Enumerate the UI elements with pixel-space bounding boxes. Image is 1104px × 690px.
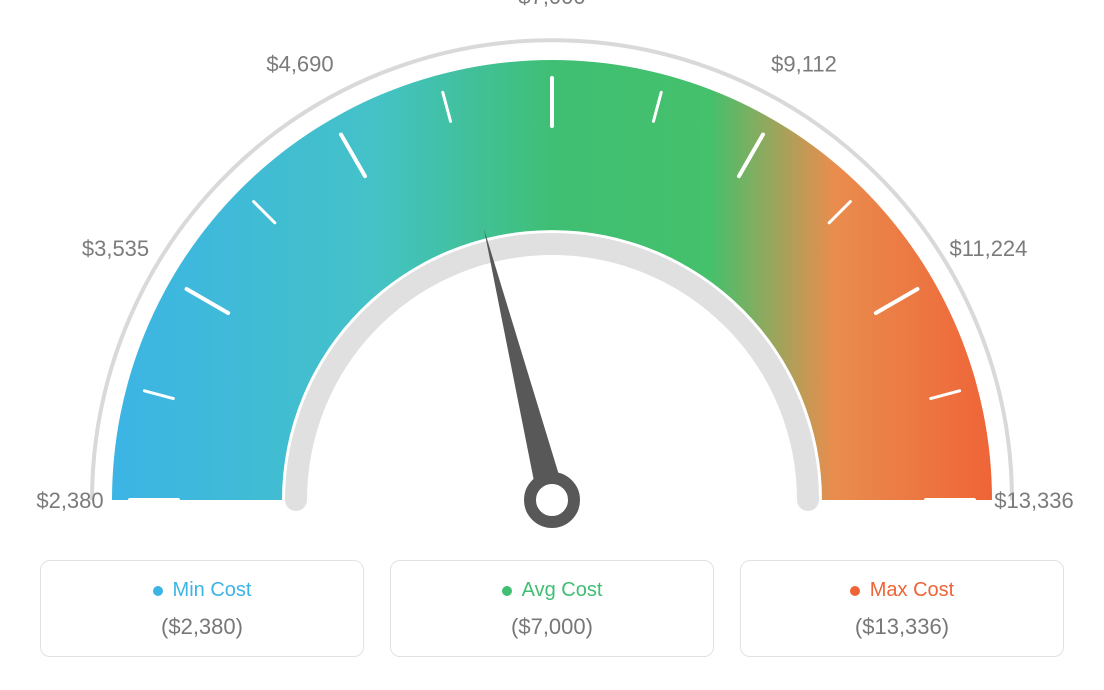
legend-value: ($2,380) bbox=[51, 614, 353, 640]
legend-title: Min Cost bbox=[153, 579, 252, 602]
legend-label: Avg Cost bbox=[522, 579, 603, 602]
gauge-svg: $2,380 $3,535 $4,690 $7,000 $9,112 $11,224 $13… bbox=[0, 0, 1104, 560]
cost-gauge: $2,380 $3,535 $4,690 $7,000 $9,112 $11,224 $13… bbox=[0, 0, 1104, 560]
legend-value: ($13,336) bbox=[751, 614, 1053, 640]
legend-title: Max Cost bbox=[850, 579, 954, 602]
legend-dot-icon bbox=[502, 586, 512, 596]
gauge-needle bbox=[484, 228, 566, 503]
legend-row: Min Cost ($2,380) Avg Cost ($7,000) Max Cost… bbox=[0, 560, 1104, 657]
gauge-tick-label: $7,000 bbox=[518, 0, 585, 9]
legend-card-max-cost: Max Cost ($13,336) bbox=[740, 560, 1064, 657]
legend-label: Min Cost bbox=[173, 579, 252, 602]
legend-dot-icon bbox=[850, 586, 860, 596]
gauge-tick-label: $2,380 bbox=[36, 488, 103, 513]
gauge-tick-label: $3,535 bbox=[82, 236, 149, 261]
legend-title: Avg Cost bbox=[502, 579, 603, 602]
legend-dot-icon bbox=[153, 586, 163, 596]
legend-label: Max Cost bbox=[870, 579, 954, 602]
gauge-needle-hub bbox=[530, 478, 574, 522]
legend-card-min-cost: Min Cost ($2,380) bbox=[40, 560, 364, 657]
gauge-tick-label: $11,224 bbox=[950, 236, 1028, 261]
legend-value: ($7,000) bbox=[401, 614, 703, 640]
gauge-tick-label: $9,112 bbox=[771, 52, 837, 77]
legend-card-avg-cost: Avg Cost ($7,000) bbox=[390, 560, 714, 657]
gauge-tick-label: $13,336 bbox=[994, 488, 1074, 513]
gauge-tick-label: $4,690 bbox=[266, 52, 333, 77]
